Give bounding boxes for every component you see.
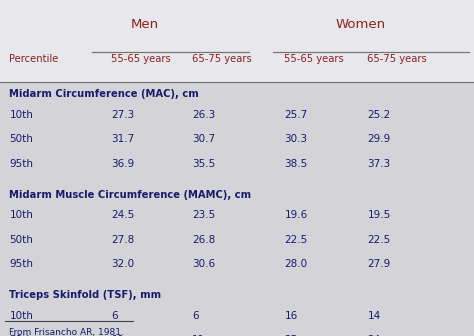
Text: 50th: 50th bbox=[9, 134, 33, 144]
Text: 38.5: 38.5 bbox=[284, 159, 308, 169]
Text: From Frisancho AR, 1981.: From Frisancho AR, 1981. bbox=[9, 328, 124, 336]
Text: 50th: 50th bbox=[9, 335, 33, 336]
Text: 19.6: 19.6 bbox=[284, 210, 308, 220]
Text: 29.9: 29.9 bbox=[367, 134, 391, 144]
Text: 50th: 50th bbox=[9, 235, 33, 245]
Text: 23.5: 23.5 bbox=[192, 210, 215, 220]
Text: 25: 25 bbox=[284, 335, 298, 336]
Text: 26.3: 26.3 bbox=[192, 110, 215, 120]
Text: 22.5: 22.5 bbox=[367, 235, 391, 245]
Text: 6: 6 bbox=[111, 311, 118, 321]
Text: Women: Women bbox=[335, 18, 385, 32]
Text: 24: 24 bbox=[367, 335, 381, 336]
Text: 10th: 10th bbox=[9, 110, 33, 120]
Text: 11: 11 bbox=[192, 335, 205, 336]
Text: 25.7: 25.7 bbox=[284, 110, 308, 120]
Text: 25.2: 25.2 bbox=[367, 110, 391, 120]
Text: 22.5: 22.5 bbox=[284, 235, 308, 245]
Text: 16: 16 bbox=[284, 311, 298, 321]
Text: 27.8: 27.8 bbox=[111, 235, 135, 245]
Text: 95th: 95th bbox=[9, 159, 34, 169]
Text: Midarm Muscle Circumference (MAMC), cm: Midarm Muscle Circumference (MAMC), cm bbox=[9, 190, 252, 200]
Text: 10th: 10th bbox=[9, 210, 33, 220]
Text: 55-65 years: 55-65 years bbox=[284, 54, 344, 64]
Text: 6: 6 bbox=[192, 311, 199, 321]
Text: 27.9: 27.9 bbox=[367, 259, 391, 269]
Text: 30.7: 30.7 bbox=[192, 134, 215, 144]
Text: 55-65 years: 55-65 years bbox=[111, 54, 171, 64]
Text: 11: 11 bbox=[111, 335, 125, 336]
Text: 30.3: 30.3 bbox=[284, 134, 308, 144]
Text: 95th: 95th bbox=[9, 259, 34, 269]
Text: 31.7: 31.7 bbox=[111, 134, 135, 144]
Text: 28.0: 28.0 bbox=[284, 259, 308, 269]
Text: Triceps Skinfold (TSF), mm: Triceps Skinfold (TSF), mm bbox=[9, 290, 162, 300]
Text: 19.5: 19.5 bbox=[367, 210, 391, 220]
Text: 30.6: 30.6 bbox=[192, 259, 215, 269]
Text: 27.3: 27.3 bbox=[111, 110, 135, 120]
Text: 26.8: 26.8 bbox=[192, 235, 215, 245]
Text: 32.0: 32.0 bbox=[111, 259, 135, 269]
Text: 14: 14 bbox=[367, 311, 381, 321]
Text: Men: Men bbox=[130, 18, 159, 32]
FancyBboxPatch shape bbox=[0, 0, 474, 82]
Text: 65-75 years: 65-75 years bbox=[367, 54, 427, 64]
Text: 37.3: 37.3 bbox=[367, 159, 391, 169]
Text: Midarm Circumference (MAC), cm: Midarm Circumference (MAC), cm bbox=[9, 89, 199, 99]
Text: 10th: 10th bbox=[9, 311, 33, 321]
Text: Percentile: Percentile bbox=[9, 54, 59, 64]
FancyBboxPatch shape bbox=[0, 82, 474, 336]
Text: 24.5: 24.5 bbox=[111, 210, 135, 220]
Text: 36.9: 36.9 bbox=[111, 159, 135, 169]
Text: 35.5: 35.5 bbox=[192, 159, 215, 169]
Text: 65-75 years: 65-75 years bbox=[192, 54, 252, 64]
